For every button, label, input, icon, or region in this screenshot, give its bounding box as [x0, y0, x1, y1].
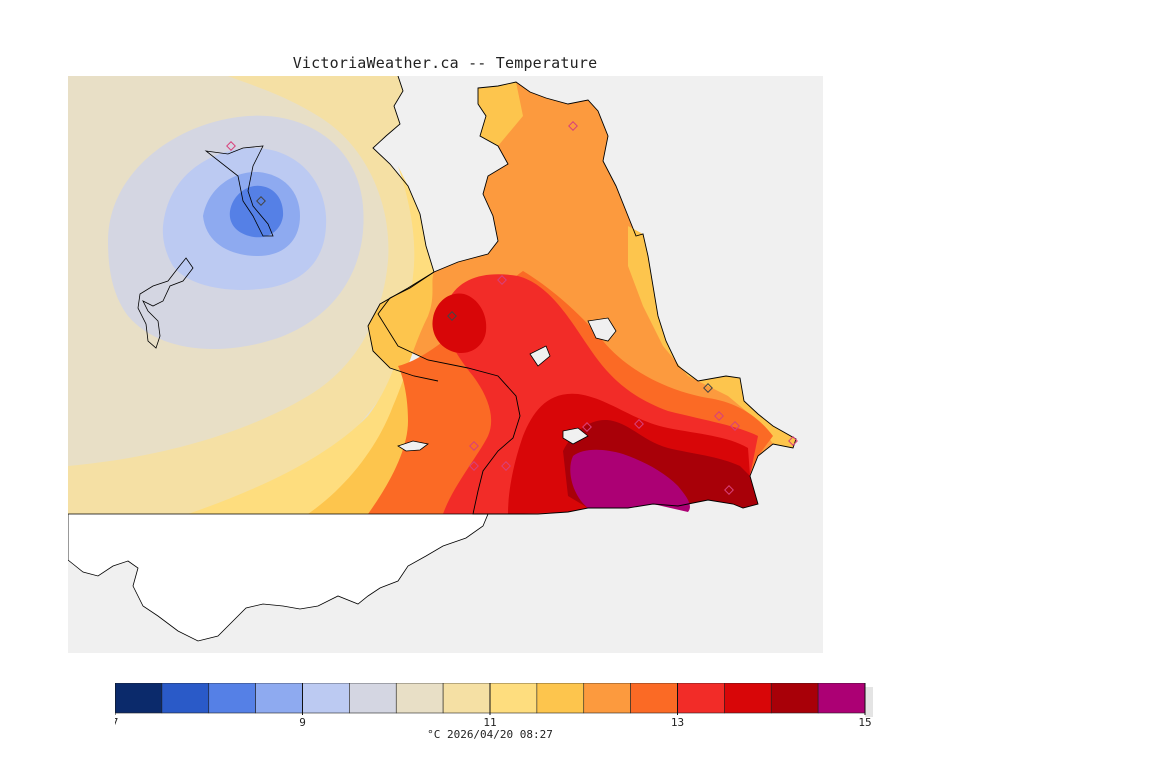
station-marker[interactable]	[634, 419, 644, 429]
legend-bin	[677, 683, 725, 714]
station-marker[interactable]	[447, 311, 457, 321]
legend-shadow	[865, 687, 873, 717]
temperature-field	[68, 76, 796, 514]
legend-bin	[255, 683, 303, 714]
legend-tick-label: 15	[858, 716, 871, 729]
temp-contour-8-5	[229, 185, 284, 238]
station-markers	[226, 121, 798, 495]
station-marker[interactable]	[788, 436, 798, 446]
legend-bin	[817, 683, 866, 714]
legend-bin	[349, 683, 397, 714]
station-marker[interactable]	[497, 275, 507, 285]
temp-contour-11-east	[478, 82, 796, 448]
temperature-map[interactable]	[68, 76, 823, 653]
legend-bin	[302, 683, 350, 714]
legend-bin	[536, 683, 585, 714]
legend-tick-label: 7	[115, 716, 118, 729]
temp-contour-13-hot-center	[432, 293, 487, 354]
legend-tick-label: 13	[671, 716, 684, 729]
island-outline	[397, 440, 429, 452]
legend-bins	[115, 683, 873, 717]
station-marker[interactable]	[724, 485, 734, 495]
olympic-peninsula	[68, 513, 489, 642]
temp-contour-14-5	[570, 449, 690, 512]
station-marker[interactable]	[582, 422, 592, 432]
legend-bin	[395, 683, 444, 714]
legend-ticks: 7 9 11 13 15	[115, 683, 872, 729]
island-outline	[562, 427, 589, 445]
station-marker[interactable]	[469, 441, 479, 451]
lake-outline	[204, 145, 274, 237]
legend-bin	[724, 683, 772, 714]
legend-tick-label: 11	[483, 716, 496, 729]
map-title: VictoriaWeather.ca -- Temperature	[292, 54, 598, 72]
station-marker[interactable]	[703, 383, 713, 393]
legend-bin	[208, 683, 256, 714]
lake-outline	[137, 257, 194, 349]
temp-contour-11	[188, 166, 448, 514]
station-marker[interactable]	[730, 421, 740, 431]
legend-bin	[115, 683, 163, 714]
island-outline	[529, 345, 551, 367]
island-outline	[587, 317, 617, 342]
station-marker[interactable]	[469, 461, 479, 471]
legend-bin	[583, 683, 631, 714]
station-marker[interactable]	[568, 121, 578, 131]
temp-contour-10-5	[68, 76, 434, 514]
legend-tick-label: 9	[299, 716, 306, 729]
legend-bin	[161, 683, 210, 714]
station-marker[interactable]	[256, 196, 266, 206]
legend-bin	[442, 683, 491, 714]
legend-bin	[770, 683, 819, 714]
color-legend: 7 9 11 13 15	[115, 683, 873, 729]
coastline	[367, 76, 439, 382]
station-marker[interactable]	[226, 141, 236, 151]
coastline	[377, 81, 797, 515]
station-marker[interactable]	[714, 411, 724, 421]
legend-bin	[489, 683, 538, 714]
units-timestamp: °C 2026/04/20 08:27	[427, 728, 553, 741]
station-marker[interactable]	[501, 461, 511, 471]
legend-bin	[630, 683, 678, 714]
